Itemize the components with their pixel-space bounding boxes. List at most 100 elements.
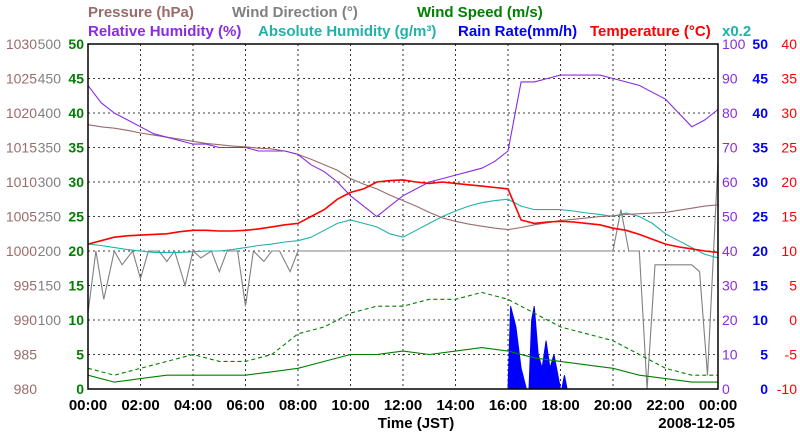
x-tick-label: 12:00 [384,397,422,414]
rain-rate-tick-label: 15 [752,278,768,294]
relative-humidity-tick-label: 60 [722,174,738,190]
wind-speed-tick-label: 40 [68,105,84,121]
temperature-tick-label: 0 [789,312,797,328]
x-axis: 00:00 02:00 04:00 06:00 08:00 10:00 12:00 14:00… [69,397,737,414]
wind-direction-tick-label: 500 [38,36,62,52]
temperature-tick-label: 40 [781,36,797,52]
absolute-humidity-line [87,198,719,259]
pressure-tick-label: 1000 [6,243,37,259]
relative-humidity-tick-label: 70 [722,140,738,156]
wind-direction-tick-label: 100 [38,312,62,328]
x-tick-label: 06:00 [226,397,264,414]
wind-direction-tick-label: 150 [38,278,62,294]
wind-speed-line [87,347,718,383]
wind-speed-tick-label: 30 [68,174,84,190]
legend-pressure: Pressure (hPa) [88,4,194,21]
wind-speed-tick-label: 5 [76,347,84,363]
temperature-tick-label: 25 [781,140,797,156]
x-tick-label: 00:00 [699,397,737,414]
x-tick-label: 00:00 [69,397,107,414]
pressure-line [87,124,719,231]
pressure-tick-label: 995 [14,278,38,294]
x-tick-label: 16:00 [489,397,527,414]
rain-rate-tick-label: 40 [752,105,768,121]
relative-humidity-tick-label: 0 [722,381,730,397]
rain-rate-tick-label: 50 [752,36,768,52]
wind-speed-tick-label: 0 [76,381,84,397]
x-tick-label: 02:00 [121,397,159,414]
x-tick-label: 18:00 [541,397,579,414]
temperature-line [87,179,719,254]
legend-rain-rate: Rain Rate(mm/h) [458,23,577,40]
rain-rate-tick-label: 25 [752,209,768,225]
plot-frame [87,43,719,390]
legend-wind-direction: Wind Direction (°) [232,4,358,21]
temperature-tick-label: 5 [789,278,797,294]
wind-direction-tick-label: 350 [38,140,62,156]
temperature-tick-label: 15 [781,209,797,225]
relative-humidity-tick-label: 20 [722,312,738,328]
grid [88,44,718,389]
wind-direction-tick-label: 450 [38,71,62,87]
temperature-tick-label: 30 [781,105,797,121]
pressure-tick-label: 1015 [6,140,37,156]
rain-rate-area [507,306,568,390]
rain-rate-tick-label: 30 [752,174,768,190]
wind-speed-tick-label: 15 [68,278,84,294]
x-axis-title: Time (JST) [378,415,454,432]
temperature-tick-label: 10 [781,243,797,259]
rain-rate-tick-label: 10 [752,312,768,328]
wind-speed-tick-label: 45 [68,71,84,87]
rain-rate-tick-label: 35 [752,140,768,156]
relative-humidity-tick-label: 50 [722,209,738,225]
pressure-tick-label: 980 [14,381,38,397]
wind-gust-line [87,291,718,376]
wind-direction-tick-label: 250 [38,209,62,225]
series-layer [87,74,719,390]
x-tick-label: 04:00 [174,397,212,414]
legend-relative-humidity: Relative Humidity (%) [88,23,241,40]
wind-direction-tick-label: 200 [38,243,62,259]
x-tick-label: 10:00 [331,397,369,414]
relative-humidity-tick-label: 40 [722,243,738,259]
wind-direction-tick-label: 400 [38,105,62,121]
temperature-tick-label: 35 [781,71,797,87]
wind-speed-tick-label: 50 [68,36,84,52]
relative-humidity-tick-label: 90 [722,71,738,87]
pressure-tick-label: 1030 [6,36,37,52]
date-label: 2008-12-05 [658,415,735,432]
x-tick-label: 14:00 [436,397,474,414]
relative-humidity-tick-label: 30 [722,278,738,294]
wind-speed-tick-label: 35 [68,140,84,156]
x-tick-label: 20:00 [594,397,632,414]
rain-rate-tick-label: 20 [752,243,768,259]
wind-direction-tick-label: 300 [38,174,62,190]
relative-humidity-tick-label: 80 [722,105,738,121]
temperature-tick-label: -5 [785,347,798,363]
pressure-tick-label: 990 [14,312,38,328]
legend-wind-speed: Wind Speed (m/s) [417,4,543,21]
right-axes: 0102030405060708090100051015202530354045… [722,36,797,397]
temperature-tick-label: 20 [781,174,797,190]
wind-speed-tick-label: 20 [68,243,84,259]
pressure-tick-label: 1005 [6,209,37,225]
left-axes: 9809859909951000100510101015102010251030… [6,36,84,397]
relative-humidity-tick-label: 10 [722,347,738,363]
relative-humidity-line [87,74,719,218]
wind-speed-tick-label: 25 [68,209,84,225]
x-tick-label: 22:00 [646,397,684,414]
relative-humidity-tick-label: 100 [722,36,746,52]
wind-speed-tick-label: 10 [68,312,84,328]
rain-rate-tick-label: 0 [760,381,768,397]
temperature-tick-label: -10 [777,381,797,397]
x-tick-label: 08:00 [279,397,317,414]
legend-temperature: Temperature (°C) [590,23,711,40]
rain-rate-tick-label: 5 [760,347,768,363]
pressure-tick-label: 1020 [6,105,37,121]
legend-scale-note: x0.2 [722,23,751,40]
pressure-tick-label: 985 [14,347,38,363]
legend-absolute-humidity: Absolute Humidity (g/m³) [258,23,436,40]
rain-rate-tick-label: 45 [752,71,768,87]
